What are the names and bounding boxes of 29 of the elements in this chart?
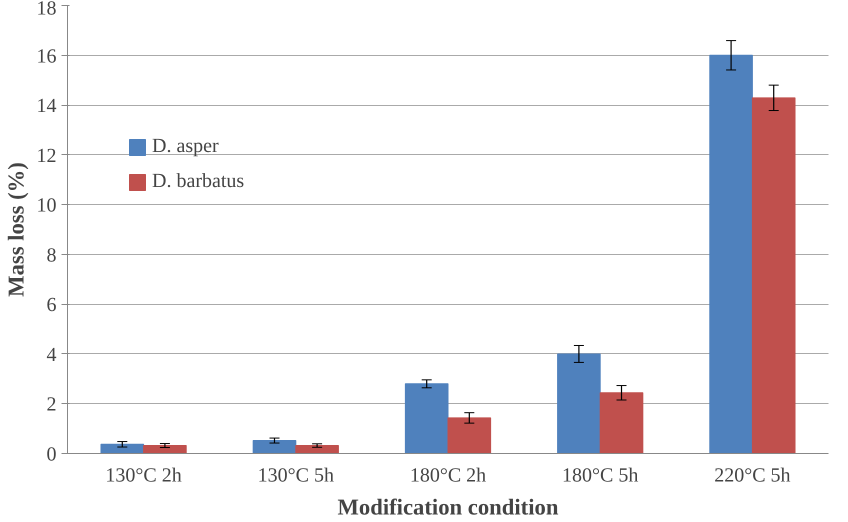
bar [752,97,796,454]
bar [709,54,753,454]
x-tick-label: 130°C 5h [258,464,334,486]
bar [252,440,296,454]
x-axis-title: Modification condition [338,494,559,520]
x-tick-label: 130°C 2h [105,464,182,486]
y-tick-label: 2 [46,394,56,416]
y-tick-label: 12 [36,144,56,167]
legend-label: D. barbatus [152,170,244,193]
y-axis-title: Mass loss (%) [4,162,28,297]
bar [295,445,339,454]
y-tick-label: 14 [36,95,56,118]
y-tick-label: 0 [46,444,56,466]
bar [100,444,144,454]
bar [600,392,644,454]
x-tick-label: 220°C 5h [714,464,791,486]
bar [557,353,601,454]
x-tick-label: 180°C 2h [410,464,486,486]
y-tick-label: 4 [46,344,56,366]
bar [143,445,187,454]
y-tick-label: 16 [36,45,56,68]
y-tick-label: 6 [46,294,56,316]
y-tick-label: 10 [36,194,56,217]
legend-label: D. asper [152,135,219,158]
bar [448,417,492,454]
x-tick-label: 180°C 5h [562,464,638,486]
y-tick-label: 8 [46,244,56,266]
bar [404,383,448,454]
y-tick-label: 18 [36,0,56,20]
